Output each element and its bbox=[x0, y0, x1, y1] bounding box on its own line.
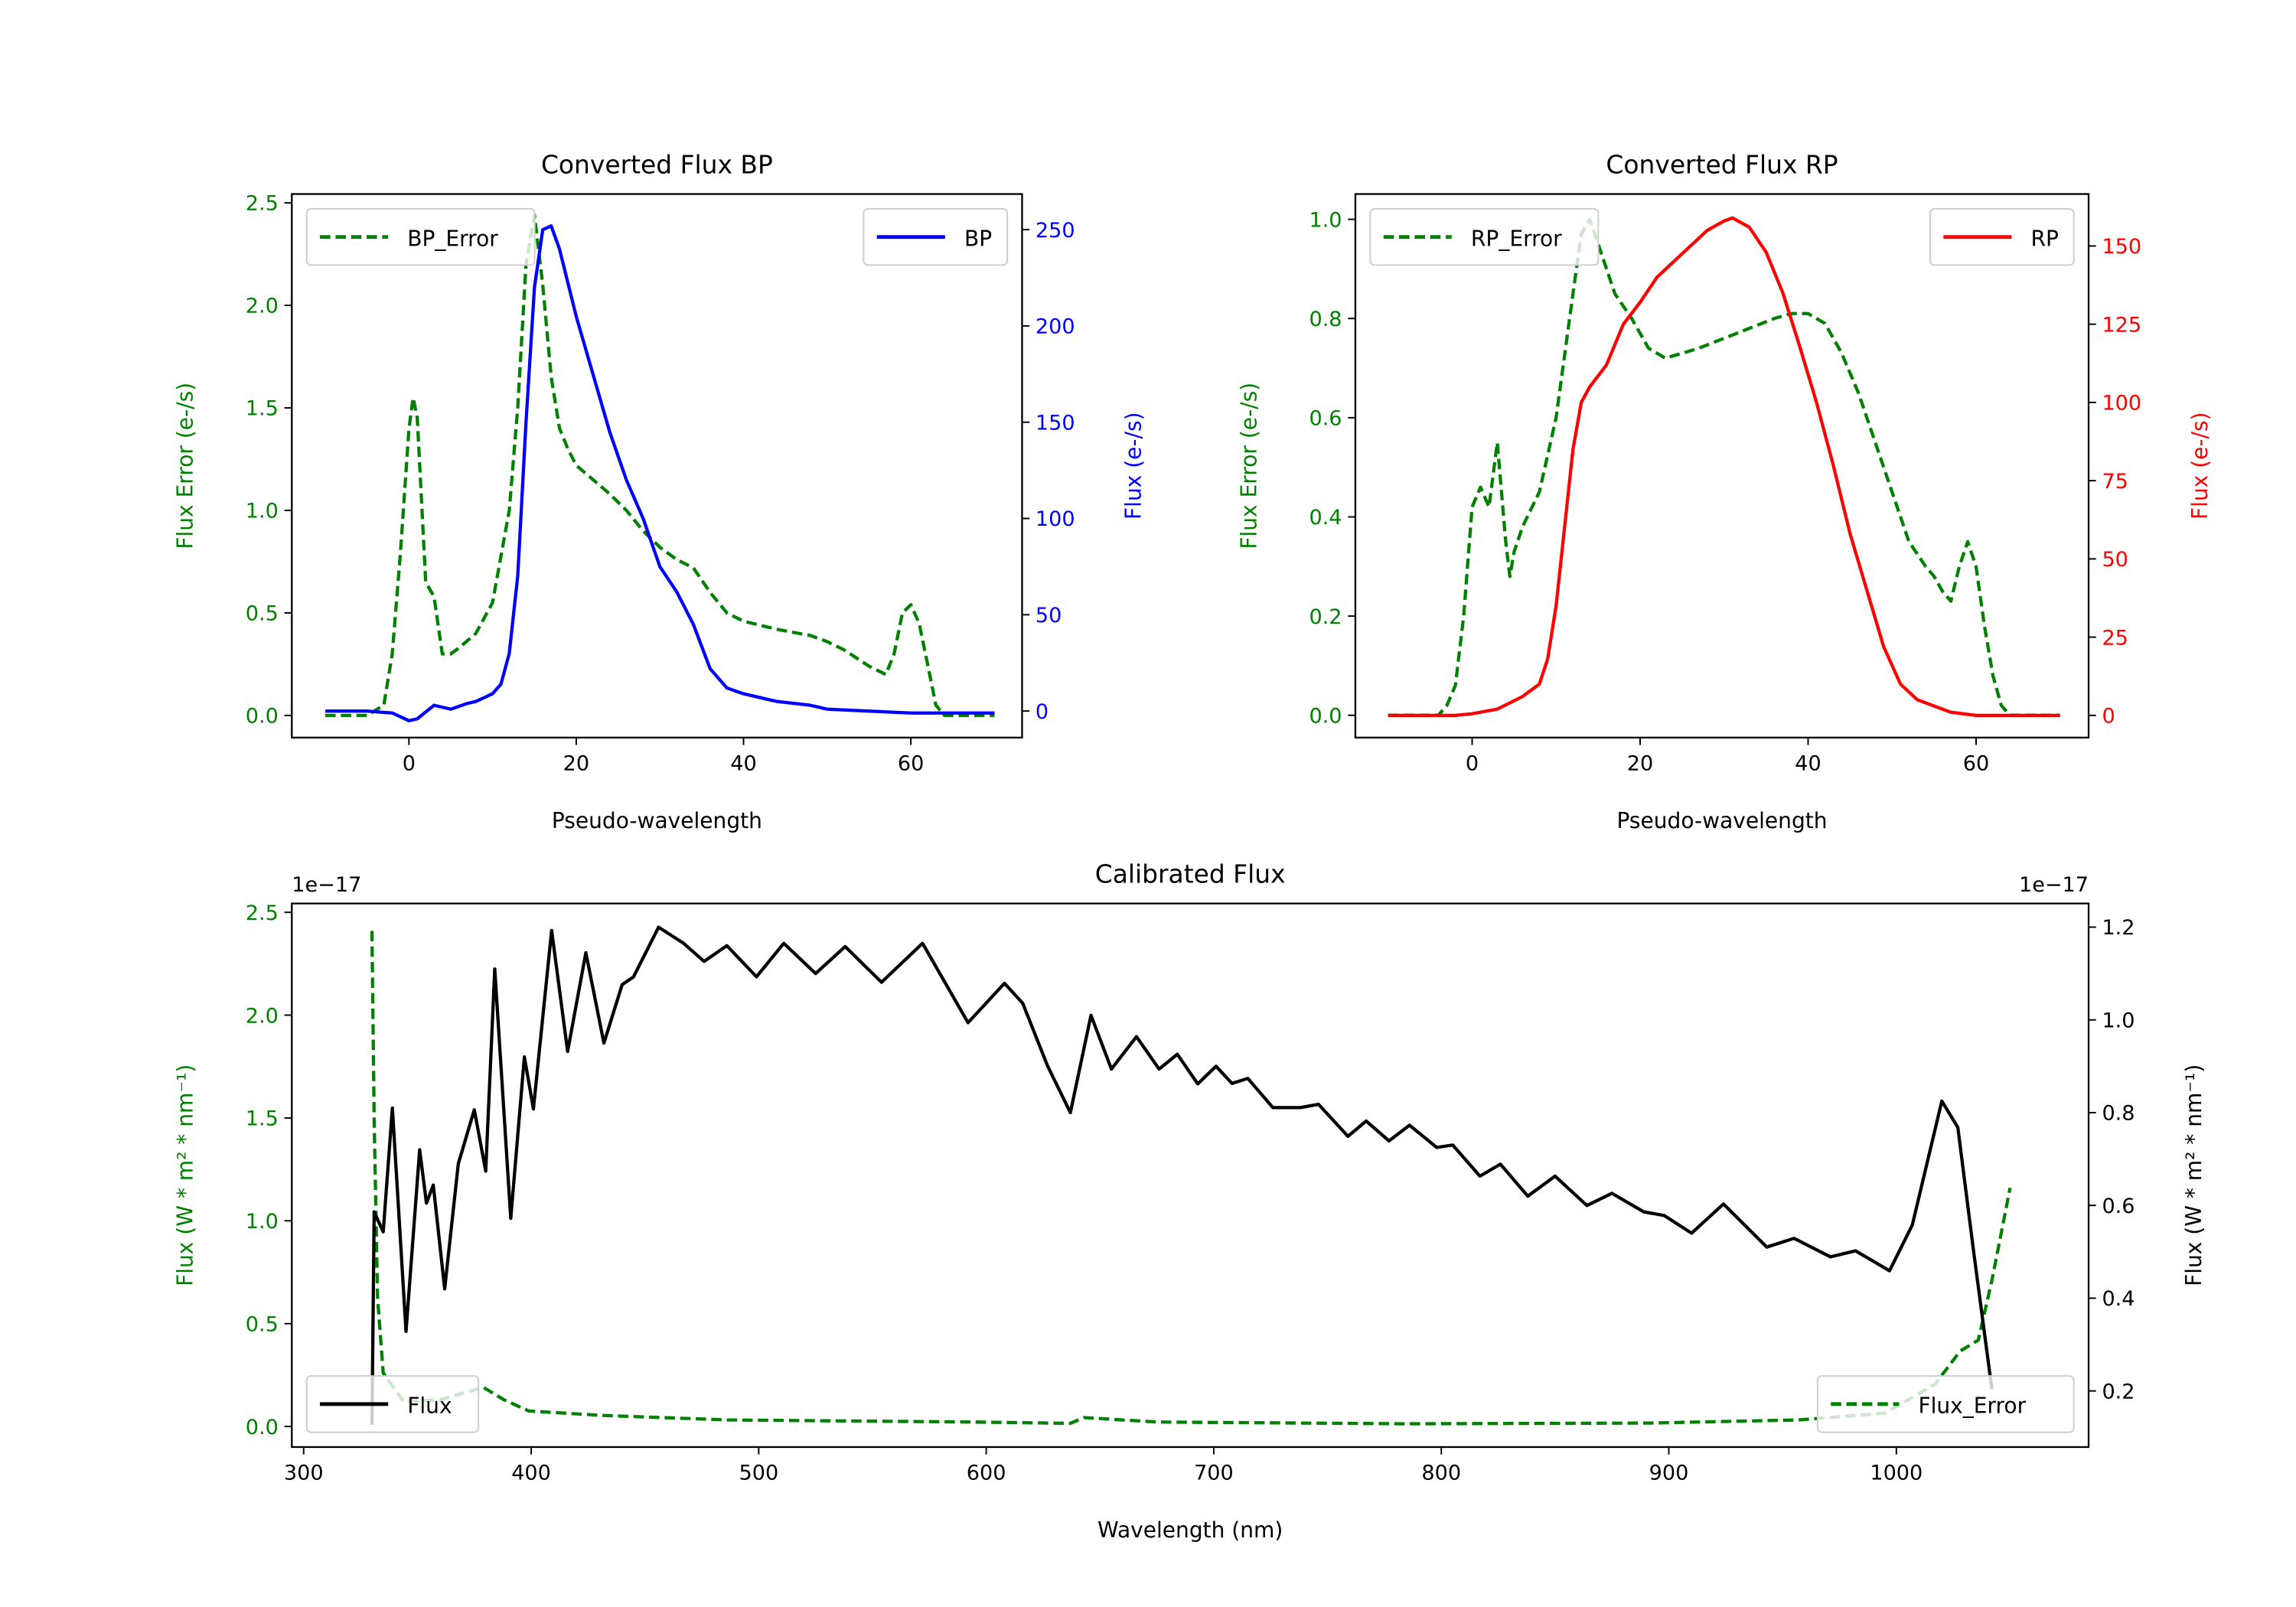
x-axis-label: Pseudo-wavelength bbox=[552, 808, 762, 833]
x-tick-label: 0 bbox=[1466, 751, 1479, 775]
y-right-tick-label: 100 bbox=[1035, 507, 1075, 531]
y-left-axis-label: Flux Error (e-/s) bbox=[173, 383, 198, 549]
y-right-tick-label: 0 bbox=[2102, 705, 2115, 729]
y-right-tick-label: 0.4 bbox=[2102, 1287, 2135, 1311]
legend-label: Flux bbox=[407, 1393, 452, 1418]
x-tick-label: 800 bbox=[1421, 1462, 1461, 1485]
y-left-tick-label: 2.0 bbox=[246, 1004, 279, 1028]
y-right-tick-label: 250 bbox=[1035, 219, 1075, 243]
y-right-tick-label: 150 bbox=[2102, 235, 2141, 259]
legend-rp-error: RP_Error bbox=[1369, 207, 1600, 266]
y-left-tick-label: 0.0 bbox=[1309, 704, 1342, 728]
y-right-offset-text: 1e−17 bbox=[2019, 873, 2089, 897]
x-axis-label: Pseudo-wavelength bbox=[1616, 808, 1827, 833]
x-tick-label: 500 bbox=[739, 1462, 778, 1485]
y-right-tick-label: 150 bbox=[1035, 411, 1075, 435]
legend-label: BP_Error bbox=[407, 226, 498, 251]
y-left-tick-label: 1.0 bbox=[1309, 208, 1342, 232]
x-tick-label: 900 bbox=[1649, 1462, 1689, 1485]
legend-box bbox=[1816, 1375, 2075, 1433]
y-left-tick-label: 1.5 bbox=[246, 1107, 279, 1131]
legend-rp: RP bbox=[1929, 207, 2075, 266]
x-tick-label: 0 bbox=[403, 751, 416, 775]
x-tick-label: 40 bbox=[730, 751, 756, 775]
y-left-tick-label: 2.5 bbox=[246, 901, 279, 925]
chart-0: 0 20 40 60 0.0 0.5 1.0 1.5 2.0 2.5 0 50 100 150 200 250… bbox=[173, 149, 1146, 833]
y-right-tick-label: 0.8 bbox=[2102, 1102, 2135, 1126]
x-axis-label: Wavelength (nm) bbox=[1097, 1517, 1283, 1543]
x-tick-label: 600 bbox=[967, 1462, 1006, 1485]
chart-title: Converted Flux BP bbox=[541, 149, 773, 179]
y-right-tick-label: 200 bbox=[1035, 315, 1075, 339]
series-line-flux bbox=[370, 925, 1994, 1425]
y-right-tick-label: 50 bbox=[2102, 548, 2128, 572]
y-left-tick-label: 0.5 bbox=[246, 1312, 279, 1336]
y-left-axis-label: Flux Error (e-/s) bbox=[1236, 383, 1261, 549]
x-tick-label: 20 bbox=[563, 751, 589, 775]
x-tick-label: 40 bbox=[1795, 751, 1821, 775]
y-left-offset-text: 1e−17 bbox=[292, 873, 361, 897]
y-left-tick-label: 0.8 bbox=[1309, 308, 1342, 331]
y-left-tick-label: 0.5 bbox=[246, 602, 279, 626]
y-left-tick-label: 0.6 bbox=[1309, 407, 1342, 431]
y-left-tick-label: 2.5 bbox=[246, 192, 279, 216]
x-tick-label: 1000 bbox=[1870, 1462, 1923, 1485]
x-tick-label: 20 bbox=[1627, 751, 1653, 775]
chart-2: 300 400 500 600 700 800 900 1000 0.0 0.5 1.0 1.5 2.0… bbox=[173, 859, 2207, 1543]
chart-title: Calibrated Flux bbox=[1095, 859, 1286, 889]
series-line-bp bbox=[325, 224, 995, 722]
legend-flux-error: Flux_Error bbox=[1816, 1375, 2075, 1433]
x-tick-label: 60 bbox=[898, 751, 924, 775]
y-right-axis-label: Flux (e-/s) bbox=[2187, 412, 2213, 520]
y-left-tick-label: 2.0 bbox=[246, 295, 279, 318]
y-right-axis-label: Flux (e-/s) bbox=[1120, 412, 1146, 520]
y-left-tick-label: 0.0 bbox=[246, 1416, 279, 1439]
y-left-tick-label: 1.5 bbox=[246, 397, 279, 421]
y-left-tick-label: 0.0 bbox=[246, 705, 279, 729]
legend-label: Flux_Error bbox=[1918, 1393, 2026, 1418]
y-right-tick-label: 100 bbox=[2102, 392, 2141, 416]
y-right-tick-label: 75 bbox=[2102, 470, 2128, 494]
y-left-axis-label: Flux (W * m² * nm⁻¹) bbox=[173, 1064, 198, 1286]
series-line-rp-error bbox=[1388, 217, 2060, 717]
axes-frame bbox=[1354, 193, 2090, 739]
legend-box bbox=[305, 207, 536, 266]
chart-title: Converted Flux RP bbox=[1606, 149, 1838, 179]
legend-box bbox=[1369, 207, 1600, 266]
y-right-tick-label: 0 bbox=[1035, 700, 1049, 724]
y-left-tick-label: 0.2 bbox=[1309, 605, 1342, 629]
series-line-flux-error bbox=[370, 931, 2012, 1426]
axes-frame bbox=[291, 902, 2090, 1449]
legend-bp-error: BP_Error bbox=[305, 207, 536, 266]
chart-1: 0 20 40 60 0.0 0.2 0.4 0.6 0.8 1.0 0 25 50 75 100 125 15… bbox=[1236, 149, 2213, 833]
legend-label: BP bbox=[964, 226, 992, 251]
legend-label: RP bbox=[2031, 226, 2059, 251]
axes-frame bbox=[291, 193, 1023, 739]
y-left-tick-label: 1.0 bbox=[246, 500, 279, 523]
legend-flux: Flux bbox=[305, 1375, 480, 1433]
x-tick-label: 60 bbox=[1963, 751, 1989, 775]
y-right-tick-label: 1.0 bbox=[2102, 1009, 2135, 1032]
x-tick-label: 300 bbox=[284, 1462, 324, 1485]
y-right-tick-label: 125 bbox=[2102, 313, 2141, 337]
legend-box bbox=[305, 1375, 480, 1433]
y-right-tick-label: 50 bbox=[1035, 604, 1062, 627]
y-right-tick-label: 0.2 bbox=[2102, 1380, 2135, 1403]
y-right-tick-label: 25 bbox=[2102, 626, 2128, 650]
y-right-tick-label: 1.2 bbox=[2102, 916, 2135, 940]
legend-bp: BP bbox=[863, 207, 1009, 266]
series-line-bp-error bbox=[325, 214, 995, 717]
x-tick-label: 700 bbox=[1194, 1462, 1234, 1485]
series-line-rp bbox=[1388, 216, 2060, 717]
y-right-axis-label: Flux (W * m² * nm⁻¹) bbox=[2181, 1064, 2206, 1286]
x-tick-label: 400 bbox=[511, 1462, 551, 1485]
y-right-tick-label: 0.6 bbox=[2102, 1195, 2135, 1218]
y-left-tick-label: 1.0 bbox=[246, 1210, 279, 1234]
y-left-tick-label: 0.4 bbox=[1309, 506, 1342, 530]
legend-label: RP_Error bbox=[1471, 226, 1562, 251]
